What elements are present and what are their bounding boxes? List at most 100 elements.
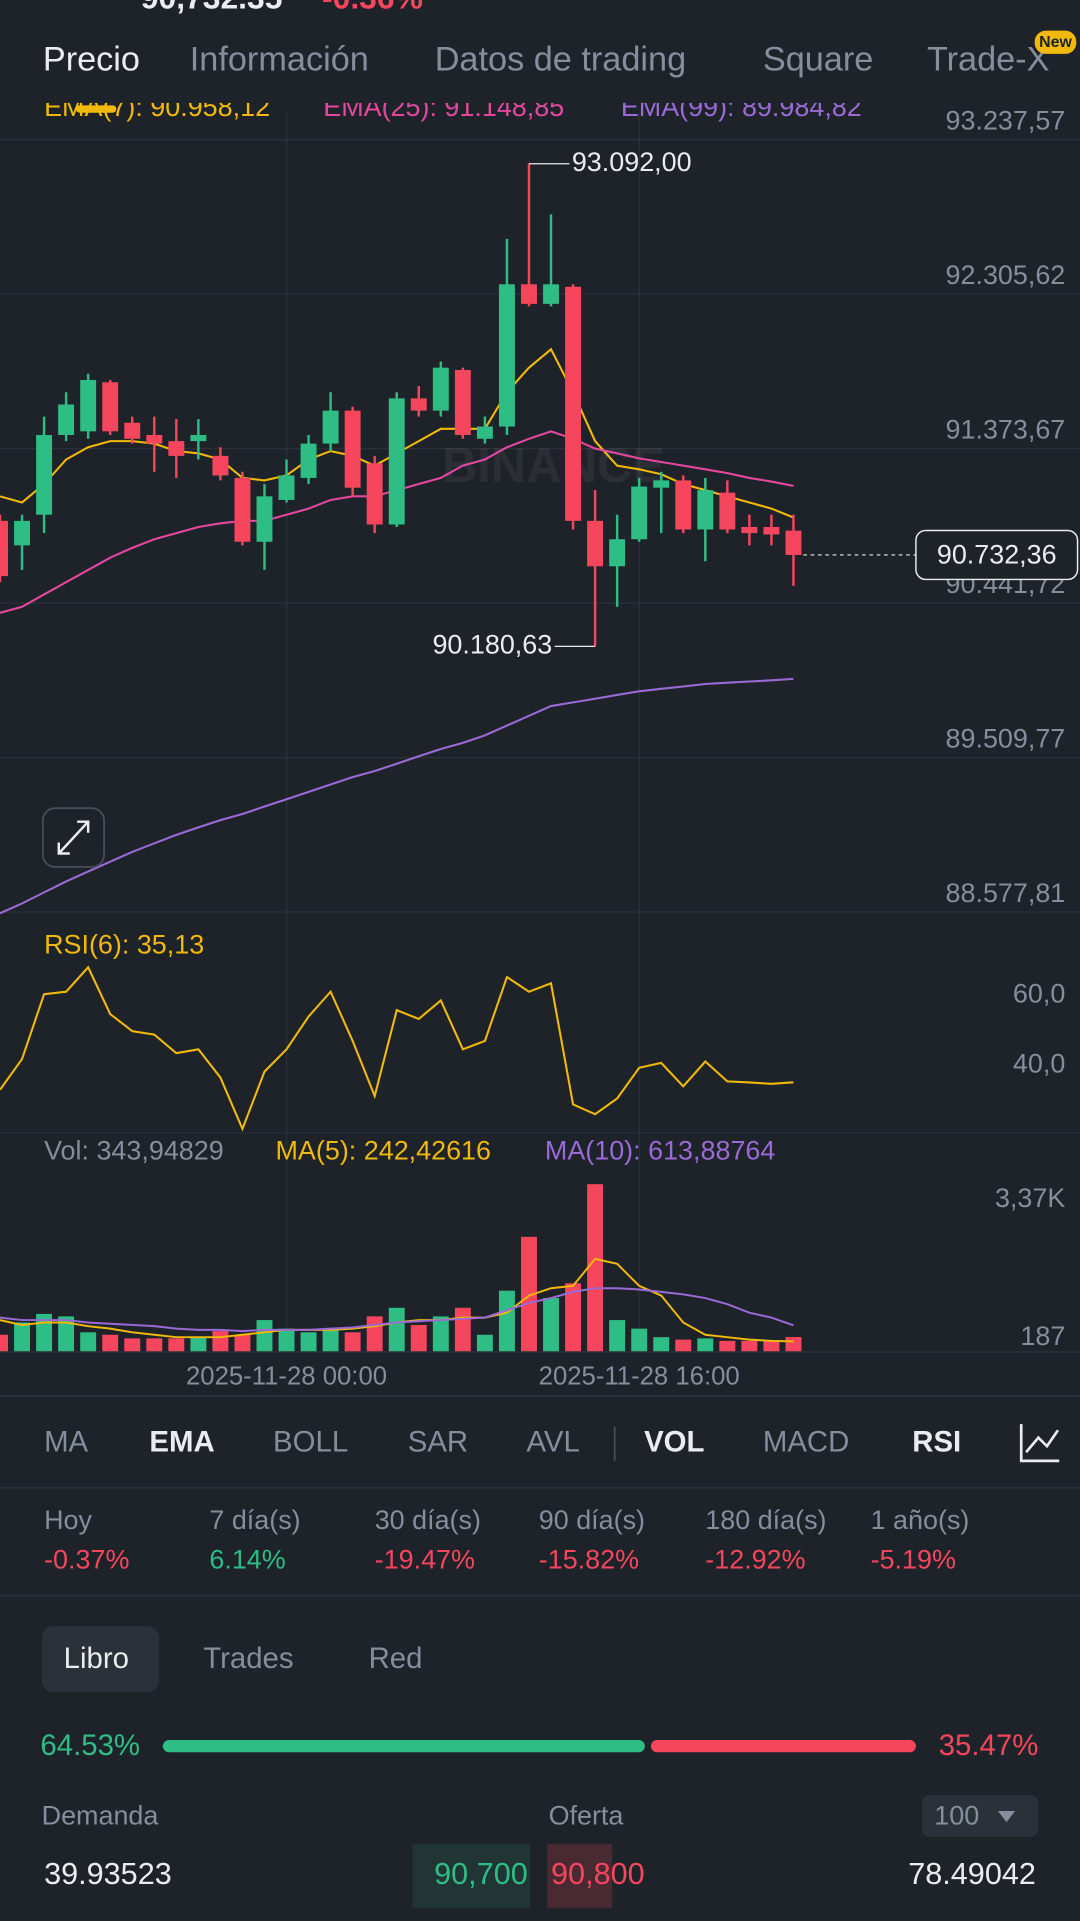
legend-entry: RSI(6): 35,13 [44,930,204,960]
low-label: 90.180,63 [432,630,552,660]
watermark: BINANCE [442,439,665,493]
performance-period: 1 año(s) [871,1505,970,1535]
volume-bar [102,1334,119,1352]
expand-button[interactable] [41,807,106,868]
volume-bar [14,1322,30,1352]
candle-body [278,475,295,500]
indicator-button[interactable]: VOL [644,1425,704,1458]
y-tick-label: 92.305,62 [946,260,1066,290]
candle-body [256,496,273,542]
x-tick-label: 2025-11-28 16:00 [539,1362,740,1390]
volume-bar [80,1332,97,1352]
tab-bar [0,0,1080,103]
ask-depth-bar [547,1844,613,1908]
tab[interactable]: Square [763,40,874,78]
y-tick-label: 60,0 [1013,979,1065,1009]
candle-body [498,284,515,427]
performance-period: 180 día(s) [705,1505,826,1535]
indicator-button[interactable]: RSI [912,1425,961,1458]
volume-bar [719,1340,736,1352]
chart-settings-icon [1019,1424,1060,1463]
y-tick-label: 187 [1020,1321,1065,1351]
high-label: 93.092,00 [572,147,692,177]
ask-ratio-label: 35.47% [939,1729,1039,1762]
book-tab[interactable]: Trades [203,1642,293,1675]
volume-ma-line [0,1287,794,1333]
volume-bar [0,1334,8,1352]
performance-period: Hoy [44,1505,92,1535]
indicator-button[interactable]: MA [44,1425,88,1458]
legend-entry: MA(5): 242,42616 [276,1135,492,1165]
book-tab[interactable]: Libro [64,1642,129,1675]
volume-bar [565,1283,582,1352]
indicator-button[interactable]: AVL [527,1425,580,1458]
header-price: 90,732.35 [141,0,283,15]
performance-value: -19.47% [375,1544,475,1574]
dropdown-arrow [997,1811,1016,1823]
candle-body [719,492,736,530]
candle-body [697,490,714,530]
indicator-button[interactable]: SAR [408,1425,468,1458]
performance-period: 90 día(s) [539,1505,645,1535]
volume-bar [58,1316,75,1352]
volume-bar [256,1320,273,1352]
y-tick-label: 91.373,67 [946,415,1066,445]
indicator-button[interactable]: BOLL [273,1425,348,1458]
candle-body [476,426,493,439]
candle-body [234,477,251,542]
candle-body [432,367,449,411]
bid-depth-bar [412,1844,531,1908]
bid-ratio-bar [162,1740,645,1753]
tab[interactable]: Trade-X [927,40,1050,78]
candle-body [675,480,692,530]
candle-body [300,443,317,478]
performance-value: -15.82% [539,1544,639,1574]
depth-dropdown[interactable] [922,1795,1039,1837]
x-tick-label: 2025-11-28 00:00 [186,1362,387,1390]
bid-price: 90,700 [434,1857,528,1891]
y-tick-label: 93.237,57 [946,106,1066,136]
bid-header: Demanda [42,1800,159,1830]
volume-bar [521,1236,537,1352]
indicator-button[interactable]: MACD [763,1425,850,1458]
volume-bar [278,1328,295,1352]
tab[interactable]: Precio [43,40,140,78]
y-tick-label: 88.577,81 [946,878,1066,908]
candle-body [36,434,53,515]
rsi-line [0,965,794,1132]
ask-price: 90,800 [551,1857,645,1891]
candle-body [168,441,185,456]
volume-bar [410,1324,427,1352]
candle-body [565,286,582,521]
volume-bar [322,1328,339,1352]
volume-bar [124,1338,141,1352]
volume-bar [498,1290,515,1352]
volume-bar [212,1331,229,1352]
volume-bar [344,1332,361,1352]
candle-body [146,434,163,444]
tab[interactable]: Datos de trading [435,40,686,78]
performance-value: -0.37% [44,1544,129,1574]
candle-body [190,434,207,442]
volume-bar [587,1184,604,1352]
candle-body [124,422,141,439]
volume-bar [609,1320,626,1352]
candle-body [212,455,229,476]
candle-body [410,398,427,411]
last-price-box [915,529,1079,581]
indicator-button[interactable]: EMA [149,1425,214,1458]
candle-body [58,404,75,435]
ask-ratio-bar [650,1740,916,1753]
candle-body [14,520,30,546]
depth-dropdown-label: 100 [934,1800,979,1830]
candle-body [763,526,780,535]
book-tab[interactable]: Red [369,1642,423,1675]
volume-bar [697,1338,714,1352]
volume-bar [168,1338,185,1352]
volume-bar [631,1328,648,1352]
performance-value: 6.14% [209,1544,285,1574]
tab[interactable]: Información [190,40,369,78]
candle-body [102,382,119,432]
volume-bar [543,1298,559,1352]
